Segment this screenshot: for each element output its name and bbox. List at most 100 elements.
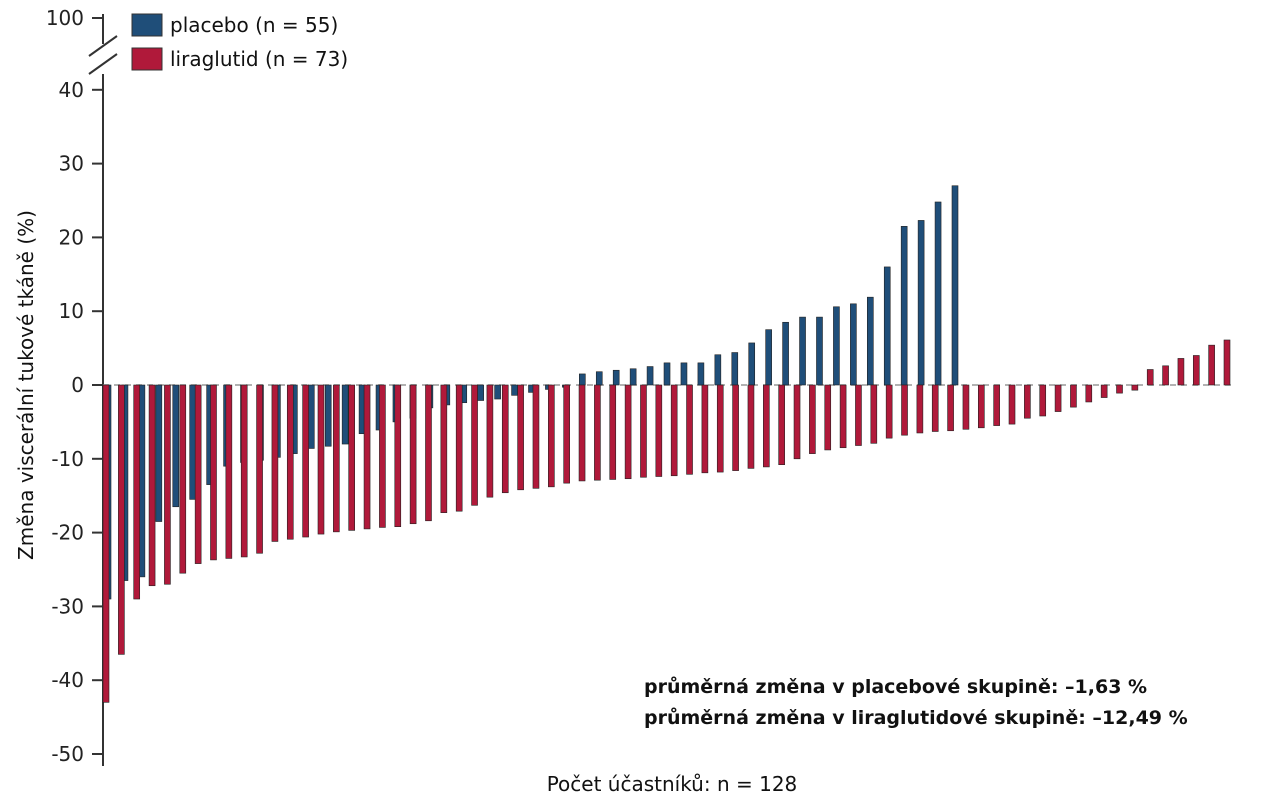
bar-placebo <box>612 369 620 386</box>
bar-placebo <box>663 362 671 386</box>
bar-liraglutid <box>363 384 371 530</box>
bar-placebo <box>697 362 705 386</box>
bar-liraglutid <box>1192 355 1200 386</box>
bar-liraglutid <box>916 384 924 434</box>
bar-liraglutid <box>1208 344 1215 386</box>
bar-liraglutid <box>870 384 878 444</box>
bar-liraglutid <box>947 384 954 432</box>
bar-liraglutid <box>1162 365 1169 386</box>
bar-liraglutid <box>578 384 586 482</box>
bar-liraglutid <box>286 384 294 540</box>
bar-placebo <box>816 316 823 386</box>
bar-liraglutid <box>333 384 340 533</box>
bar-liraglutid <box>271 384 279 542</box>
bar-liraglutid <box>486 384 494 498</box>
bar-liraglutid <box>655 384 663 477</box>
bar-liraglutid <box>348 384 356 531</box>
bar-liraglutid <box>640 384 647 478</box>
axis-break-mark <box>88 35 118 57</box>
bar-liraglutid <box>747 384 755 469</box>
bar-liraglutid <box>394 384 402 527</box>
bar-liraglutid <box>1070 384 1077 408</box>
bar-liraglutid <box>563 384 570 484</box>
bar-liraglutid <box>670 384 678 477</box>
bar-placebo <box>951 185 959 386</box>
bar-placebo <box>883 266 891 386</box>
bar-placebo <box>900 226 908 386</box>
bar-liraglutid <box>440 384 448 513</box>
bar-liraglutid <box>425 384 432 522</box>
bar-liraglutid <box>240 384 248 558</box>
y-tick-label: 40 <box>59 78 84 102</box>
bar-liraglutid <box>256 384 263 554</box>
y-tick-label: -30 <box>51 594 84 618</box>
bar-placebo <box>494 384 501 400</box>
legend-swatch-placebo <box>131 13 163 37</box>
bar-liraglutid <box>686 384 693 475</box>
bar-placebo <box>917 220 925 386</box>
bar-liraglutid <box>471 384 478 506</box>
bar-liraglutid <box>993 384 1000 426</box>
bar-placebo <box>511 384 518 396</box>
bar-liraglutid <box>716 384 724 473</box>
bar-liraglutid <box>855 384 862 446</box>
bar-liraglutid <box>194 384 202 564</box>
bar-liraglutid <box>931 384 939 432</box>
bar-liraglutid <box>962 384 970 430</box>
bar-liraglutid <box>532 384 540 489</box>
bar-liraglutid <box>624 384 632 480</box>
y-tick-label: -50 <box>51 742 84 766</box>
bar-placebo <box>579 373 586 386</box>
bar-placebo <box>850 303 857 386</box>
bar-liraglutid <box>885 384 893 439</box>
bar-placebo <box>714 354 722 386</box>
bar-liraglutid <box>701 384 709 474</box>
y-axis-title: Změna viscerální tukové tkáně (%) <box>14 210 38 560</box>
y-tick-label: 0 <box>71 373 84 397</box>
y-tick-label: 10 <box>59 299 84 323</box>
bar-liraglutid <box>455 384 463 512</box>
y-ticks: 40 30 20 10 0 -10 -20 -30 -40 -50 <box>51 78 103 766</box>
bar-liraglutid <box>839 384 847 449</box>
annotation-placebo-mean: průměrná změna v placebové skupině: –1,6… <box>644 675 1147 698</box>
bar-liraglutid <box>1039 384 1047 417</box>
bar-liraglutid <box>409 384 417 525</box>
bar-liraglutid <box>977 384 985 429</box>
bar-liraglutid <box>763 384 770 468</box>
legend-label-placebo: placebo (n = 55) <box>170 13 338 37</box>
bar-placebo <box>172 384 180 508</box>
bar-liraglutid <box>501 384 509 494</box>
bar-liraglutid <box>148 384 156 587</box>
bar-liraglutid <box>1177 358 1185 386</box>
bar-liraglutid <box>1085 384 1093 403</box>
bar-liraglutid <box>793 384 801 460</box>
bar-placebo <box>595 371 603 386</box>
annotation-liraglutid-mean: průměrná změna v liraglutidové skupině: … <box>644 706 1188 729</box>
bar-liraglutid <box>102 384 110 703</box>
bar-placebo <box>934 201 942 386</box>
bar-placebo <box>341 384 349 445</box>
bar-placebo <box>799 316 806 386</box>
bar-liraglutid <box>594 384 601 481</box>
bar-placebo <box>833 306 840 386</box>
legend: placebo (n = 55) liraglutid (n = 73) <box>131 13 348 71</box>
y-tick-label-100: 100 <box>46 6 84 30</box>
bar-liraglutid <box>517 384 524 491</box>
bar-liraglutid <box>302 384 309 538</box>
bar-liraglutid <box>210 384 217 561</box>
bar-liraglutid <box>732 384 739 471</box>
bar-liraglutid <box>118 384 125 655</box>
bar-liraglutid <box>1131 384 1139 391</box>
y-tick-label: -20 <box>51 521 84 545</box>
bar-placebo <box>646 366 654 386</box>
bar-liraglutid <box>1116 384 1123 394</box>
bar-liraglutid <box>809 384 816 454</box>
legend-swatch-liraglutid <box>131 47 163 71</box>
legend-label-liraglutid: liraglutid (n = 73) <box>170 47 348 71</box>
bar-liraglutid <box>778 384 785 465</box>
bar-liraglutid <box>1146 369 1154 386</box>
bars <box>102 185 1231 703</box>
bar-liraglutid <box>548 384 555 488</box>
axis-break-mark <box>88 53 118 75</box>
